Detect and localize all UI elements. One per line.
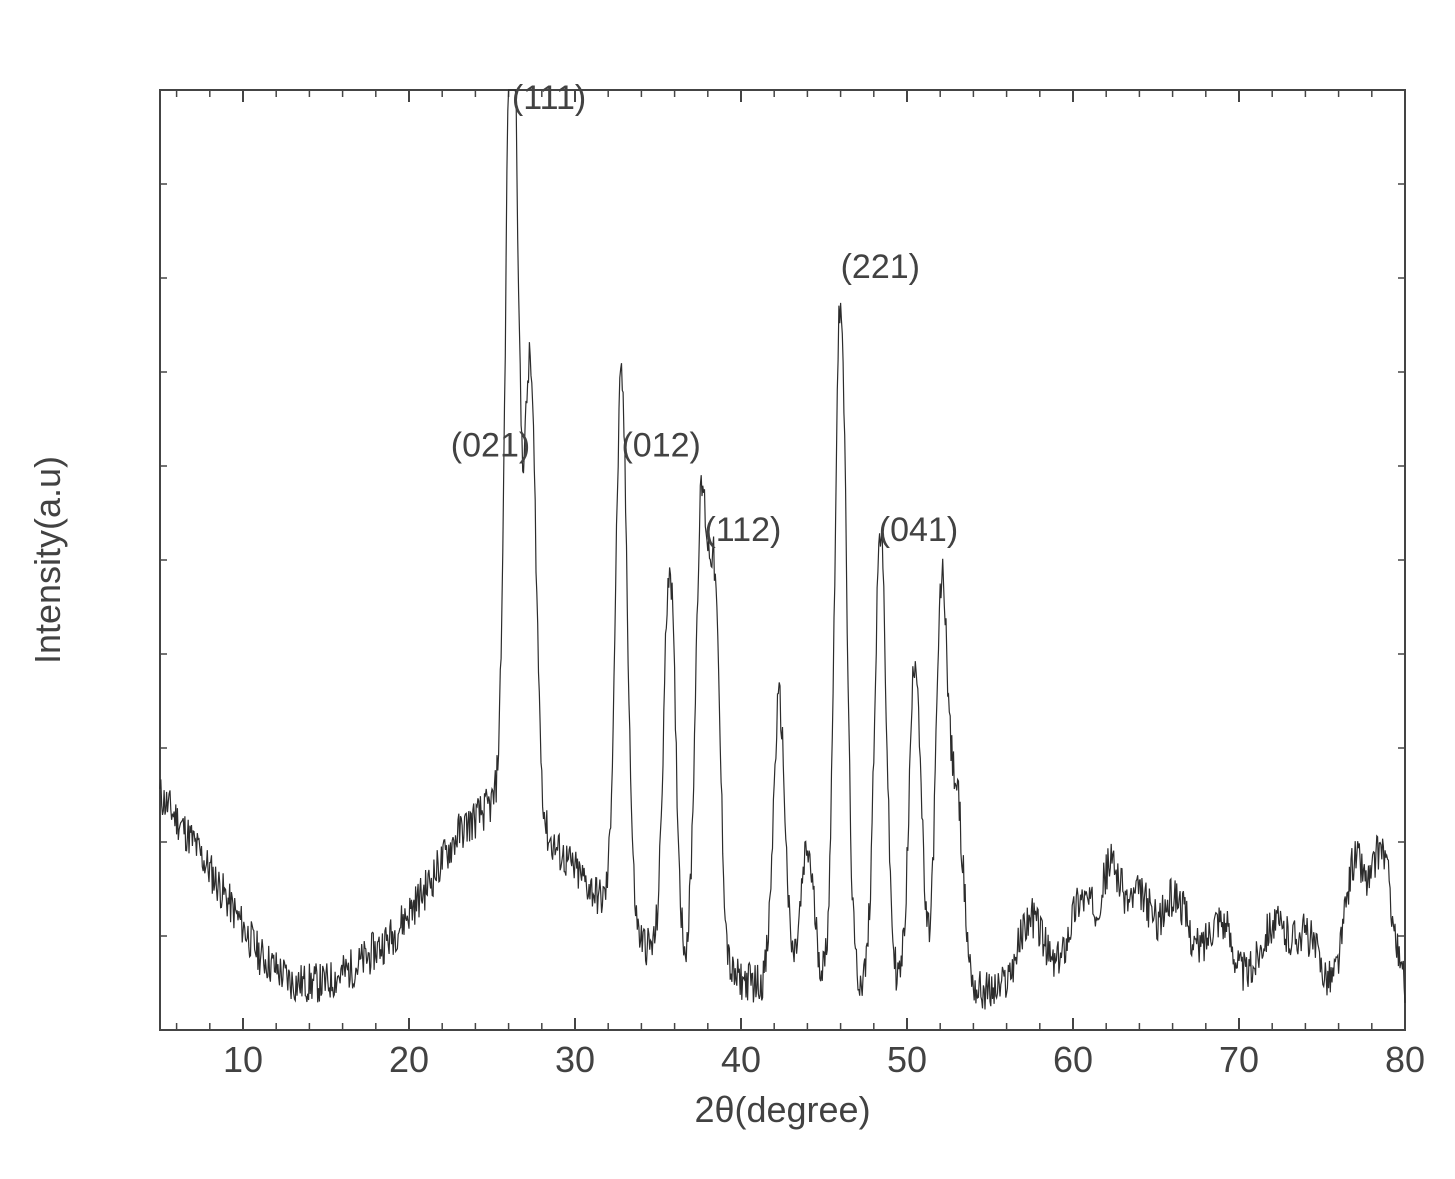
y-ticks [160, 184, 1405, 936]
peak-label: (221) [841, 248, 920, 286]
x-tick-label: 80 [1385, 1039, 1425, 1080]
x-tick-label: 70 [1219, 1039, 1259, 1080]
x-tick-label: 50 [887, 1039, 927, 1080]
x-tick-label: 60 [1053, 1039, 1093, 1080]
peak-label: (012) [621, 427, 700, 465]
xrd-chart: 10 20 30 40 50 60 70 80 (111) (021) (012) (112) (22… [0, 0, 1455, 1179]
peak-label: (021) [451, 427, 530, 465]
peak-labels-group: (111) (021) (012) (112) (221) (041) [451, 79, 958, 549]
x-tick-label: 30 [555, 1039, 595, 1080]
peak-label: (112) [704, 511, 781, 549]
peak-label: (111) [512, 79, 586, 117]
x-axis-label: 2θ(degree) [694, 1089, 870, 1130]
x-tick-label: 20 [389, 1039, 429, 1080]
peak-label: (041) [879, 511, 958, 549]
y-axis-label: Intensity(a.u) [27, 456, 68, 664]
plot-frame [160, 90, 1405, 1030]
x-ticks-minor [177, 90, 1372, 1030]
xrd-spectrum-line [160, 90, 1405, 1010]
x-tick-label: 40 [721, 1039, 761, 1080]
chart-svg: 10 20 30 40 50 60 70 80 (111) (021) (012) (112) (22… [0, 0, 1455, 1179]
x-tick-label: 10 [223, 1039, 263, 1080]
x-tick-labels: 10 20 30 40 50 60 70 80 [223, 1039, 1425, 1080]
